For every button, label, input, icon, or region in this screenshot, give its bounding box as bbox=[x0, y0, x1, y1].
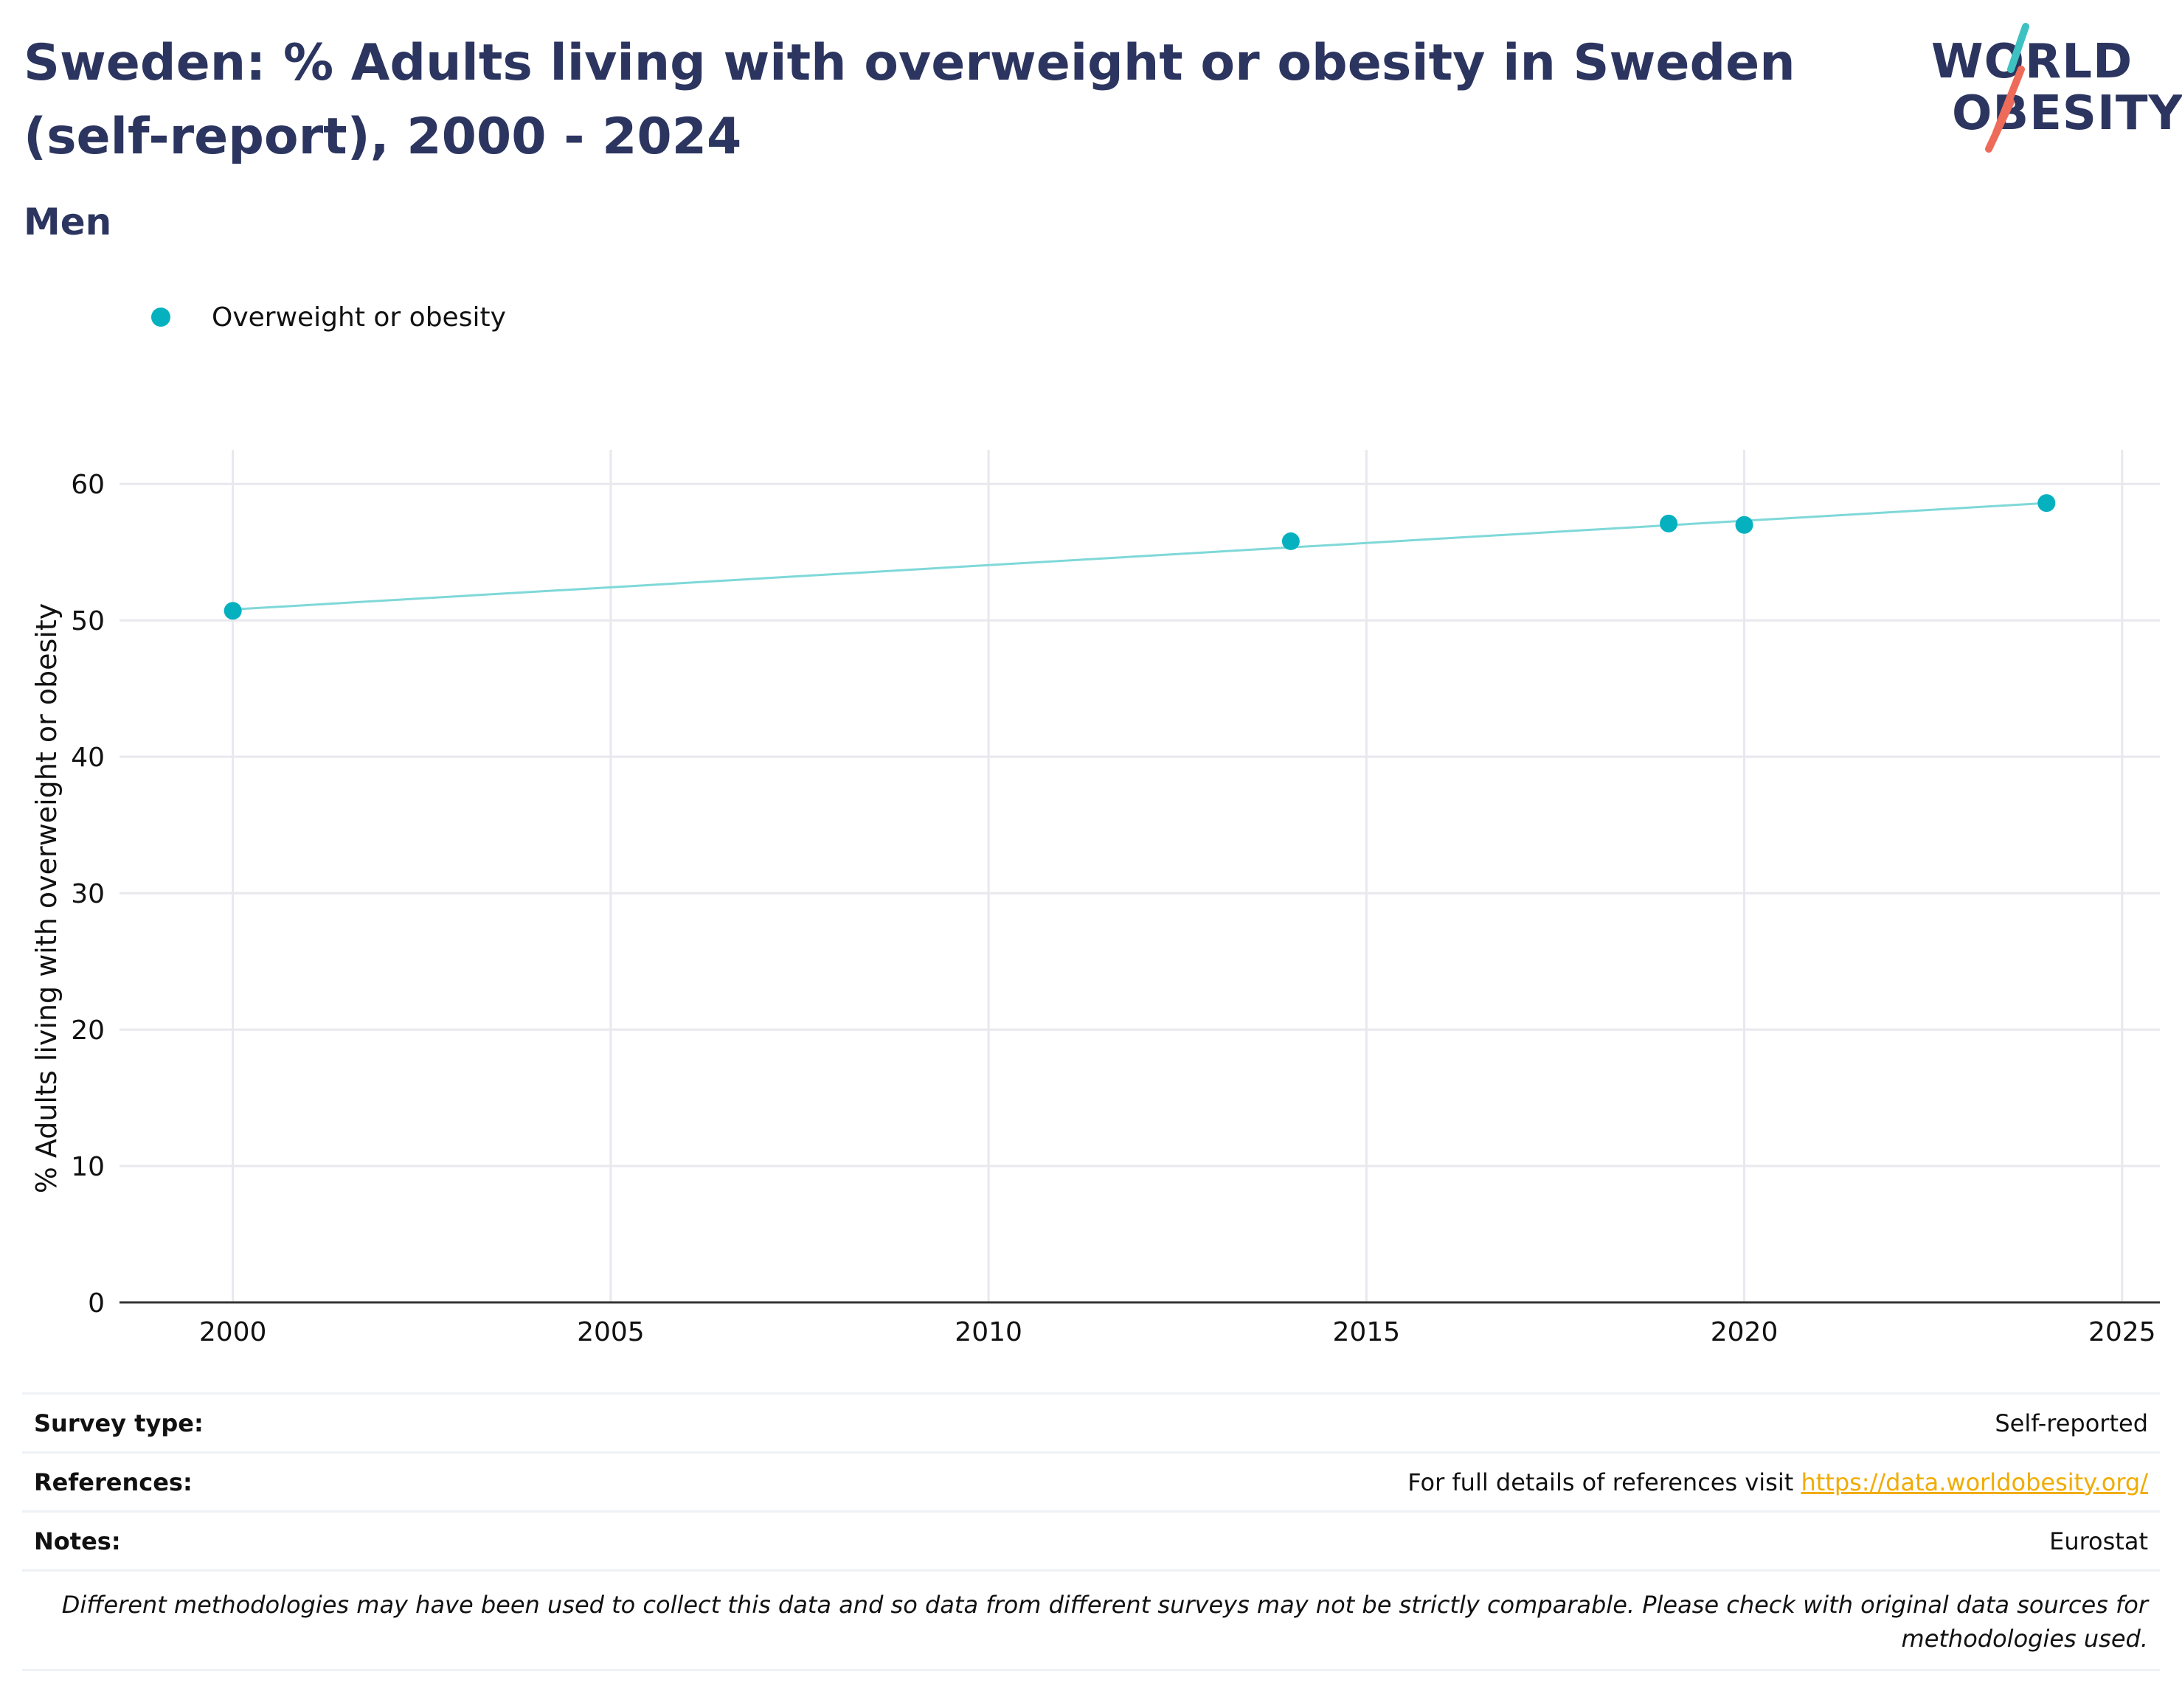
world-obesity-logo: WORLD OBESITY bbox=[1918, 22, 2182, 155]
legend-marker bbox=[151, 308, 170, 327]
footer-value: Self-reported bbox=[1995, 1409, 2148, 1437]
chart-legend[interactable]: Overweight or obesity bbox=[151, 295, 506, 339]
data-point bbox=[1735, 515, 1753, 534]
y-tick-label: 40 bbox=[71, 743, 105, 773]
data-point bbox=[1660, 514, 1678, 532]
footer-label: References: bbox=[34, 1468, 193, 1496]
data-point bbox=[1281, 532, 1300, 550]
footer-row-references: References: For full details of referenc… bbox=[22, 1451, 2160, 1510]
footer-row-notes: Notes: Eurostat bbox=[22, 1510, 2160, 1569]
y-tick-label: 20 bbox=[71, 1016, 105, 1046]
references-text: For full details of references visit bbox=[1407, 1468, 1801, 1496]
y-axis-label: % Adults living with overweight or obesi… bbox=[30, 603, 63, 1194]
x-tick-label: 2020 bbox=[1711, 1317, 1778, 1342]
logo-slash-icon bbox=[1985, 23, 2029, 153]
footer-value: For full details of references visit htt… bbox=[1407, 1468, 2148, 1496]
data-point bbox=[224, 602, 242, 620]
line-chart: 0 10 20 30 40 50 60 2000 2005 2010 2015 2020 2025 % A… bbox=[30, 450, 2160, 1342]
footer-label: Notes: bbox=[34, 1527, 121, 1555]
x-tick-label: 2010 bbox=[955, 1317, 1022, 1342]
x-tick-label: 2000 bbox=[199, 1317, 267, 1342]
legend-label: Overweight or obesity bbox=[212, 302, 506, 333]
logo-word-obesity: OBESITY bbox=[1952, 86, 2182, 141]
footer-value: Eurostat bbox=[2049, 1527, 2148, 1555]
logo-word-world: WORLD bbox=[1931, 35, 2133, 89]
y-tick-label: 10 bbox=[71, 1152, 105, 1182]
data-point bbox=[2037, 494, 2056, 513]
footer-label: Survey type: bbox=[34, 1409, 204, 1437]
footer-row-survey-type: Survey type: Self-reported bbox=[22, 1392, 2160, 1451]
y-tick-label: 50 bbox=[71, 606, 105, 636]
y-tick-label: 30 bbox=[71, 879, 105, 909]
references-link[interactable]: https://data.worldobesity.org/ bbox=[1801, 1468, 2148, 1496]
x-tick-label: 2025 bbox=[2088, 1317, 2156, 1342]
chart-title: Sweden: % Adults living with overweight … bbox=[24, 34, 1795, 166]
series-line bbox=[232, 501, 2047, 611]
chart-footer: Survey type: Self-reported References: F… bbox=[22, 1392, 2160, 1671]
x-tick-label: 2005 bbox=[577, 1317, 645, 1342]
y-tick-label: 60 bbox=[71, 470, 105, 500]
y-tick-label: 0 bbox=[88, 1288, 105, 1319]
chart-subtitle: Men bbox=[24, 201, 112, 243]
methodology-disclaimer: Different methodologies may have been us… bbox=[22, 1569, 2160, 1671]
x-tick-label: 2015 bbox=[1333, 1317, 1401, 1342]
